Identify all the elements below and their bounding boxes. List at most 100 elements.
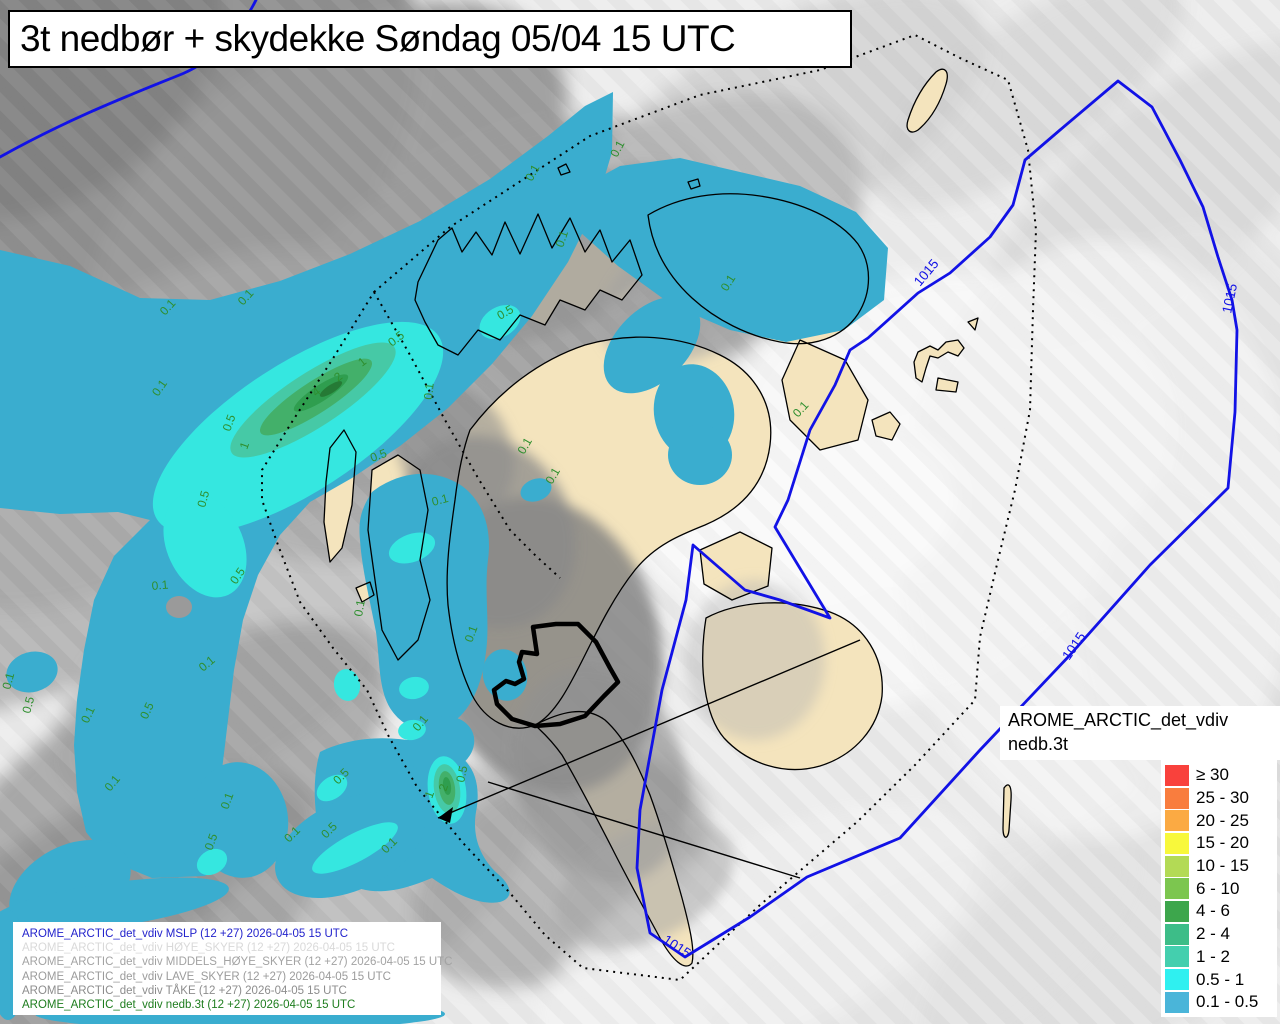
legend-row: 6 - 10 [1165, 877, 1277, 900]
contour-label: 0.5 [202, 831, 221, 852]
coastline [935, 377, 959, 393]
isobar-label: 1015 [1219, 282, 1240, 315]
contour-label: 0.1 [78, 704, 98, 725]
contour-label: 0.5 [19, 695, 37, 715]
contour-label: 0.1 [553, 228, 572, 249]
coastline [1002, 784, 1012, 838]
precip-area [399, 676, 429, 700]
precip-area [312, 822, 398, 874]
cloud-blob [166, 596, 192, 618]
legend-range-label: 4 - 6 [1196, 901, 1231, 921]
legend-swatch [1165, 991, 1189, 1013]
legend-swatch [1165, 969, 1189, 991]
precip-area [163, 492, 247, 598]
precip-area [520, 478, 552, 502]
precip-area [0, 877, 229, 933]
precip-area [359, 473, 489, 731]
coastline [355, 581, 375, 603]
legend-range-label: 0.1 - 0.5 [1196, 992, 1259, 1012]
contour-label: 0.5 [194, 489, 212, 509]
coastline [871, 411, 901, 441]
legend-row: 15 - 20 [1165, 832, 1277, 855]
contour-label: 1 [422, 789, 438, 800]
cross-section-arrowhead [438, 807, 453, 823]
legend-row: 25 - 30 [1165, 787, 1277, 810]
contour-label: 0.1 [351, 598, 368, 617]
attribution-box: AROME_ARCTIC_det_vdiv MSLP (12 +27) 2026… [13, 922, 453, 1015]
cloud-blob [685, 580, 825, 740]
legend-range-label: 20 - 25 [1196, 810, 1249, 830]
legend-range-label: 25 - 30 [1196, 788, 1249, 808]
contour-label: 0.5 [368, 446, 389, 465]
contour-label: 0.1 [151, 578, 169, 593]
contour-label: 0.1 [462, 623, 481, 644]
precip-area [398, 719, 426, 741]
contour-label: 0.1 [421, 382, 437, 400]
land-area [914, 340, 964, 382]
legend-swatch [1165, 787, 1189, 809]
cross-section-line [487, 781, 801, 879]
legend-swatch [1165, 855, 1189, 877]
attribution-line: AROME_ARCTIC_det_vdiv LAVE_SKYER (12 +27… [22, 970, 391, 983]
coastline [687, 178, 701, 190]
legend-swatch [1165, 764, 1189, 786]
attribution-line: AROME_ARCTIC_det_vdiv MSLP (12 +27) 2026… [22, 928, 349, 940]
legend-title-box: AROME_ARCTIC_det_vdiv nedb.3t [1000, 706, 1280, 760]
precip-area [442, 777, 452, 795]
contour-label: 0.5 [137, 700, 157, 721]
legend-swatch [1165, 810, 1189, 832]
inner-domain-boundary [373, 291, 561, 579]
attribution-line: AROME_ARCTIC_det_vdiv TÅKE (12 +27) 2026… [22, 984, 347, 997]
map-title: 3t nedbør + skydekke Søndag 05/04 15 UTC [20, 18, 736, 59]
legend-row: ≥ 30 [1165, 764, 1277, 787]
legend-swatch [1165, 832, 1189, 854]
land-area [782, 340, 868, 450]
legend-swatch [1165, 878, 1189, 900]
cloud-blob [555, 820, 735, 950]
legend-range-label: 10 - 15 [1196, 856, 1249, 876]
legend-row: 1 - 2 [1165, 946, 1277, 969]
coastline-layer [323, 68, 1012, 967]
precip-area [333, 669, 361, 701]
precip-area [319, 381, 343, 397]
legend-range-label: 6 - 10 [1196, 878, 1240, 898]
contour-label: 0.5 [220, 412, 239, 433]
legend-range-label: 2 - 4 [1196, 924, 1231, 944]
coastline [781, 339, 869, 451]
land-area [872, 412, 900, 440]
coastline [906, 68, 948, 133]
contour-label: 0.1 [430, 491, 450, 509]
model-domain-boundary [261, 33, 1038, 982]
precip-area [668, 425, 732, 485]
attribution-line: AROME_ARCTIC_det_vdiv MIDDELS_HØYE_SKYER… [22, 956, 453, 969]
coastline [446, 336, 772, 729]
legend-field-name: nedb.3t [1008, 734, 1069, 754]
coastline [702, 602, 883, 771]
contour-label: 0.1 [218, 790, 237, 811]
highlighted-area-outline [491, 621, 621, 729]
legend-row: 10 - 15 [1165, 855, 1277, 878]
coastline [534, 710, 694, 967]
legend-swatch [1165, 923, 1189, 945]
precipitation-legend: ≥ 30 25 - 30 20 - 25 15 - 20 10 - 15 6 - 10 4 … [1161, 756, 1277, 1017]
coastline [647, 193, 870, 345]
coastline [913, 339, 965, 383]
coastline [323, 429, 357, 563]
legend-row: 2 - 4 [1165, 923, 1277, 946]
legend-swatch [1165, 900, 1189, 922]
legend-row: 20 - 25 [1165, 809, 1277, 832]
legend-swatch [1165, 946, 1189, 968]
land-area [907, 69, 948, 132]
contour-label: 0.1 [0, 671, 17, 691]
coastline [699, 531, 773, 601]
attribution-line: AROME_ARCTIC_det_vdiv nedb.3t (12 +27) 2… [22, 999, 356, 1012]
coastline [367, 454, 431, 661]
boundary-lines-layer [261, 33, 1038, 982]
legend-row: 0.5 - 1 [1165, 968, 1277, 991]
precip-area [6, 651, 58, 693]
legend-range-label: 1 - 2 [1196, 946, 1231, 966]
contour-label: 1 [237, 440, 253, 451]
coastline [414, 213, 643, 356]
